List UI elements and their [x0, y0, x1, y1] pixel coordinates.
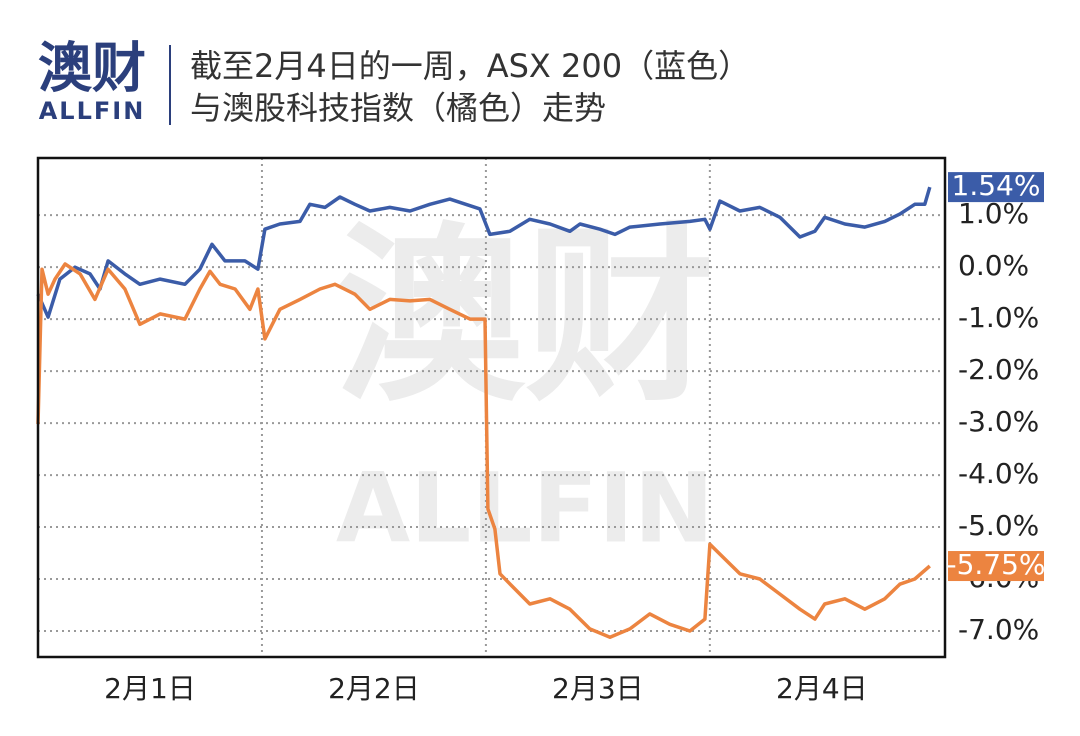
y-tick-label: 0.0%: [958, 249, 1029, 282]
x-tick-label: 2月2日: [328, 672, 420, 705]
series-line: [36, 186, 932, 319]
end-label: -5.75%: [946, 548, 1045, 581]
end-label: 1.54%: [952, 169, 1041, 202]
watermark-cn: 澳财: [335, 206, 715, 427]
logo-en: ALLFIN: [39, 97, 146, 125]
y-tick-label: -5.0%: [958, 509, 1039, 542]
chart-title: 与澳股科技指数（橘色）走势: [190, 89, 606, 127]
chart-title: 截至2月4日的一周，ASX 200（蓝色）: [190, 47, 750, 85]
y-tick-label: -7.0%: [958, 613, 1039, 646]
y-tick-label: -4.0%: [958, 457, 1039, 490]
logo-cn: 澳财: [38, 37, 146, 100]
watermark-en: ALLFIN: [336, 452, 714, 564]
y-tick-label: -2.0%: [958, 353, 1039, 386]
x-tick-label: 2月3日: [552, 672, 644, 705]
end-label-box: [948, 172, 1044, 203]
series-line: [36, 262, 931, 639]
x-tick-label: 2月1日: [104, 672, 196, 705]
y-tick-label: 1.0%: [958, 197, 1029, 230]
x-tick-label: 2月4日: [776, 672, 868, 705]
end-label-box: [948, 551, 1044, 582]
y-tick-label: -3.0%: [958, 405, 1039, 438]
plot-frame: [36, 156, 947, 659]
y-tick-label: -1.0%: [958, 301, 1039, 334]
